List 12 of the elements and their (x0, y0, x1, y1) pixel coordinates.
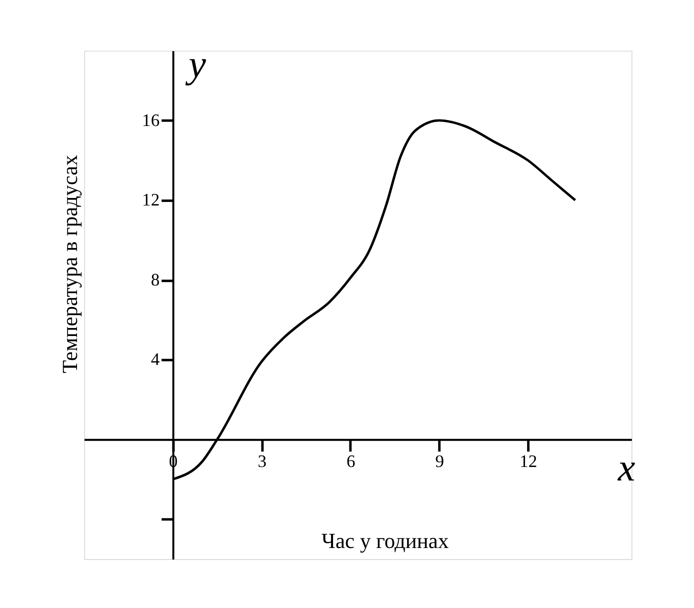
annotation: x (616, 446, 636, 490)
y-axis-title: Температура в градусах (58, 154, 82, 374)
y-tick-label: 12 (142, 190, 160, 210)
x-tick-label: 9 (435, 451, 444, 472)
x-tick-label: 12 (520, 451, 538, 472)
y-tick-label: 16 (142, 110, 160, 130)
y-tick-label: 8 (150, 269, 160, 290)
annotation: y (184, 43, 207, 86)
y-tick-label: 4 (150, 349, 160, 370)
x-axis-title: Час у годинах (322, 529, 449, 554)
x-tick-label: 3 (258, 451, 267, 472)
x-tick-label: 6 (346, 451, 356, 472)
